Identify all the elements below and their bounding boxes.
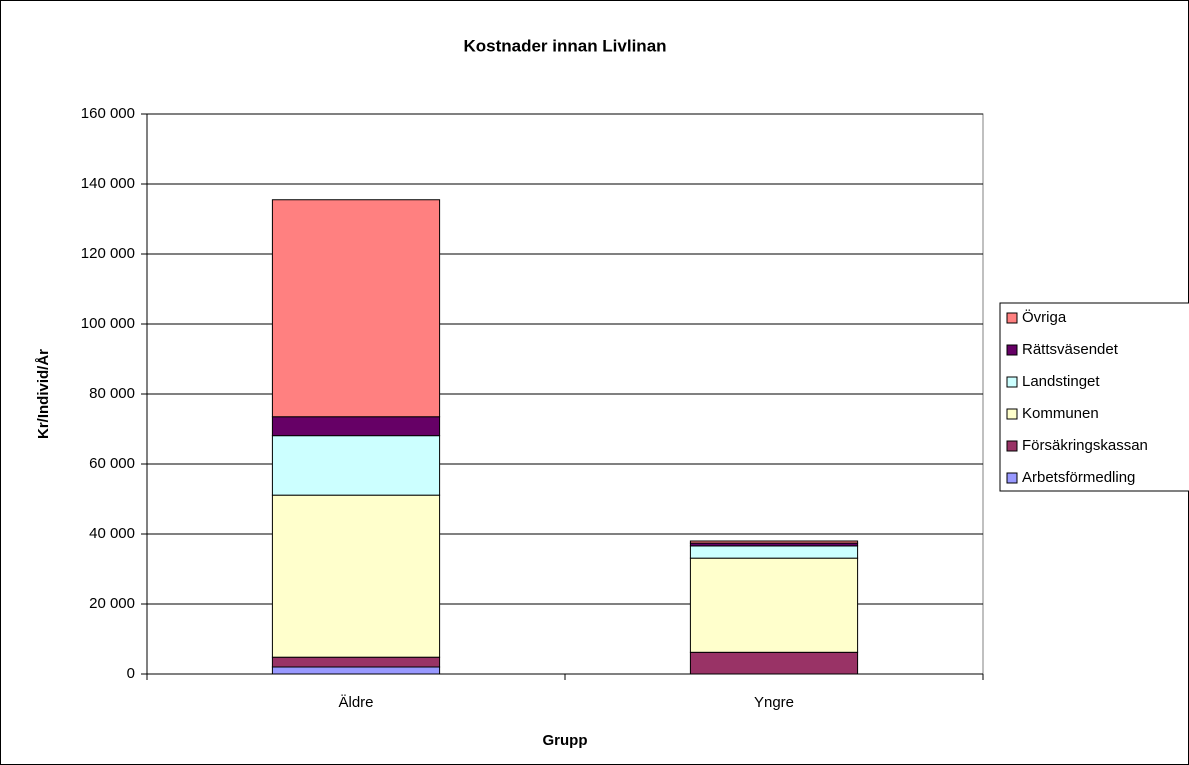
legend-swatch [1006,408,1018,420]
legend-swatch [1006,376,1018,388]
x-tick-label: Yngre [754,694,794,711]
legend-label: Rättsväsendet [1022,341,1119,358]
y-axis-title: Kr/Individ/År [35,349,52,439]
legend-label: Övriga [1022,308,1067,326]
bar-segment [689,557,859,653]
y-tick-label: 40 000 [89,525,135,542]
legend-label: Arbetsförmedling [1022,469,1135,486]
y-tick-label: 20 000 [89,595,135,612]
chart-title: Kostnader innan Livlinan [463,36,666,55]
legend-swatch [1006,440,1018,452]
bar-segment [271,494,441,658]
y-tick-label: 0 [127,665,135,682]
y-tick-label: 120 000 [81,245,135,262]
legend-box [999,302,1189,492]
bar-segment [271,666,441,675]
legend-swatch [1006,344,1018,356]
y-tick-label: 140 000 [81,175,135,192]
y-tick-label: 80 000 [89,385,135,402]
bar-segment [271,435,441,496]
legend-swatch [1006,472,1018,484]
y-tick-label: 160 000 [81,105,135,122]
legend-label: Kommunen [1022,405,1099,422]
legend-swatch [1006,312,1018,324]
y-tick-label: 100 000 [81,315,135,332]
x-tick-label: Äldre [338,694,373,711]
bar-segment [689,540,859,544]
legend-label: Landstinget [1022,373,1100,390]
bar-segment [689,651,859,675]
bar-segment [271,656,441,668]
x-axis-title: Grupp [543,732,588,749]
legend-label: Försäkringskassan [1022,437,1148,454]
bar-segment [271,199,441,418]
bar-segment [271,416,441,437]
bar-segment [689,545,859,559]
y-tick-label: 60 000 [89,455,135,472]
